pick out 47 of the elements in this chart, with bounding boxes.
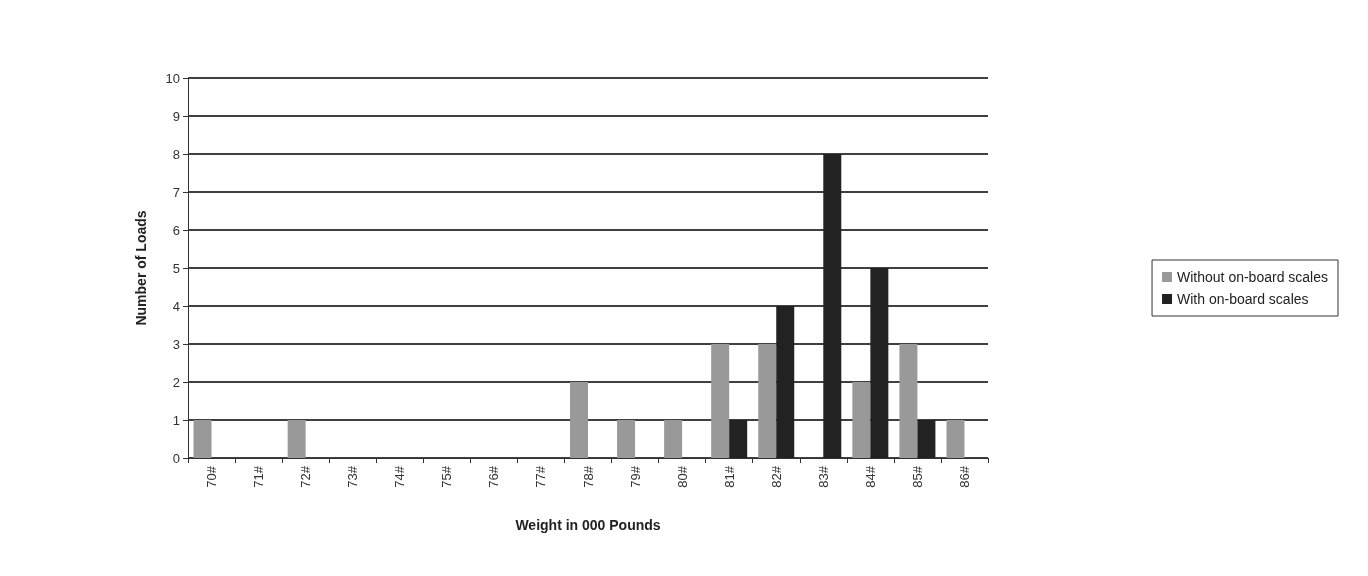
bar bbox=[570, 382, 588, 458]
y-tick-label: 9 bbox=[172, 108, 180, 124]
bar bbox=[617, 420, 636, 458]
bar bbox=[193, 420, 212, 458]
legend-label: Without on-board scales bbox=[1177, 269, 1328, 285]
bar bbox=[946, 420, 965, 458]
x-tick-label: 86# bbox=[956, 465, 972, 488]
x-tick-label: 74# bbox=[392, 465, 408, 488]
x-tick-label: 84# bbox=[862, 465, 878, 488]
legend-label: With on-board scales bbox=[1177, 291, 1309, 307]
bar bbox=[287, 420, 306, 458]
y-tick-label: 8 bbox=[172, 146, 180, 162]
y-tick-label: 5 bbox=[172, 260, 180, 276]
bar bbox=[758, 344, 777, 458]
bar bbox=[852, 382, 871, 458]
y-tick-label: 1 bbox=[172, 412, 180, 428]
bar bbox=[711, 344, 730, 458]
x-tick-label: 72# bbox=[298, 465, 314, 488]
x-tick-label: 70# bbox=[204, 465, 220, 488]
y-tick-label: 10 bbox=[165, 70, 180, 86]
y-axis-title: Number of Loads bbox=[133, 210, 149, 326]
x-tick-label: 81# bbox=[721, 465, 737, 488]
x-axis-title: Weight in 000 Pounds bbox=[515, 517, 661, 533]
bar bbox=[729, 420, 748, 458]
bar bbox=[823, 154, 842, 458]
y-tick-label: 6 bbox=[172, 222, 180, 238]
x-tick-label: 80# bbox=[674, 465, 690, 488]
y-tick-label: 3 bbox=[172, 336, 180, 352]
bar bbox=[917, 420, 936, 458]
x-tick-label: 82# bbox=[768, 465, 784, 488]
x-tick-label: 85# bbox=[909, 465, 925, 488]
x-tick-label: 77# bbox=[533, 465, 549, 488]
y-tick-label: 4 bbox=[172, 298, 180, 314]
x-tick-label: 75# bbox=[439, 465, 455, 488]
y-tick-label: 2 bbox=[172, 374, 180, 390]
x-tick-label: 76# bbox=[486, 465, 502, 488]
x-tick-label: 73# bbox=[345, 465, 361, 488]
x-tick-label: 71# bbox=[251, 465, 267, 488]
x-tick-label: 83# bbox=[815, 465, 831, 488]
bar bbox=[870, 268, 889, 458]
x-tick-label: 79# bbox=[627, 465, 643, 488]
x-tick-label: 78# bbox=[580, 465, 596, 488]
bar bbox=[664, 420, 683, 458]
y-tick-label: 0 bbox=[172, 450, 180, 466]
bar bbox=[776, 306, 795, 458]
y-tick-label: 7 bbox=[172, 184, 180, 200]
bar bbox=[899, 344, 918, 458]
